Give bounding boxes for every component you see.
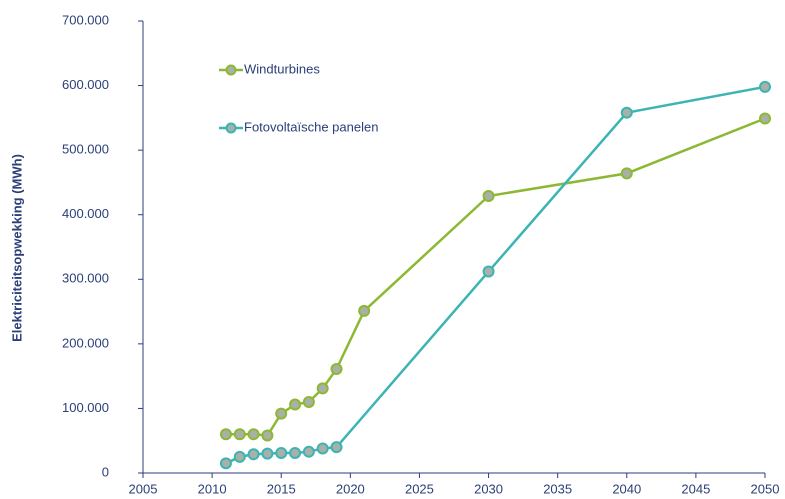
legend-label: Windturbines — [244, 61, 320, 76]
point — [275, 407, 288, 420]
x-tick-label: 2005 — [129, 481, 158, 496]
series-line — [225, 117, 766, 437]
x-tick-label: 2035 — [543, 481, 572, 496]
x-tick-label: 2050 — [751, 481, 780, 496]
point — [759, 80, 771, 93]
y-tick-label: 0 — [102, 464, 109, 479]
y-tick-label: 500.000 — [62, 142, 109, 157]
point — [302, 395, 315, 408]
point — [316, 382, 329, 395]
point — [620, 106, 633, 119]
point — [219, 457, 232, 470]
x-tick-label: 2025 — [405, 481, 434, 496]
legend-marker — [225, 122, 237, 134]
x-tick-label: 2040 — [612, 481, 641, 496]
x-tick-label: 2045 — [681, 481, 710, 496]
point — [233, 428, 246, 441]
point — [219, 428, 232, 441]
point — [482, 189, 495, 202]
point — [620, 167, 633, 180]
point — [261, 447, 274, 460]
point — [275, 446, 288, 459]
y-tick-label: 200.000 — [62, 335, 109, 350]
point — [289, 446, 302, 459]
x-tick-label: 2030 — [474, 481, 503, 496]
point — [247, 428, 260, 441]
y-tick-label: 700.000 — [62, 12, 109, 27]
point — [316, 442, 329, 455]
x-tick-label: 2015 — [267, 481, 296, 496]
legend-marker — [225, 64, 237, 76]
y-tick-label: 600.000 — [62, 77, 109, 92]
point — [482, 265, 495, 278]
point — [233, 450, 246, 463]
y-tick-label: 100.000 — [62, 400, 109, 415]
point — [289, 398, 302, 411]
point — [261, 429, 274, 442]
x-tick-label: 2010 — [198, 481, 227, 496]
point — [358, 304, 371, 317]
point — [759, 112, 771, 125]
y-axis-label: Elektriciteitsopwekking (MWh) — [9, 154, 24, 342]
point — [247, 448, 260, 461]
point — [302, 445, 315, 458]
point — [330, 363, 343, 376]
point — [330, 441, 343, 454]
x-tick-label: 2020 — [336, 481, 365, 496]
y-tick-label: 300.000 — [62, 271, 109, 286]
legend-label: Fotovoltaïsche panelen — [244, 119, 378, 134]
y-tick-label: 400.000 — [62, 206, 109, 221]
